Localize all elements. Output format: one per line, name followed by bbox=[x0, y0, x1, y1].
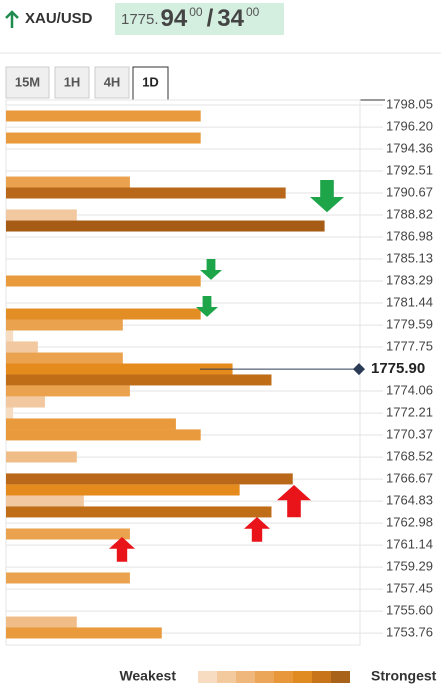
tab[interactable] bbox=[5, 66, 50, 99]
big-figure: 1775. bbox=[121, 11, 159, 28]
ask-pips: 00 bbox=[246, 5, 260, 19]
y-tick-label: 1786.98 bbox=[386, 228, 433, 243]
y-tick-label: 1796.20 bbox=[386, 119, 433, 134]
legend-swatch bbox=[198, 671, 217, 683]
legend-swatch bbox=[255, 671, 274, 683]
signal-arrows bbox=[108, 180, 345, 562]
bid-pips: 00 bbox=[189, 5, 203, 19]
bars: 1775.90 bbox=[6, 110, 425, 639]
y-tick-label: 1788.82 bbox=[386, 206, 433, 221]
y-tick-label: 1770.37 bbox=[386, 426, 433, 441]
y-tick-label: 1761.14 bbox=[386, 537, 433, 552]
bar bbox=[6, 385, 130, 397]
current-price-label: 1775.90 bbox=[371, 360, 425, 377]
bar bbox=[6, 528, 130, 540]
symbol: XAU/USD bbox=[25, 10, 93, 27]
y-tick-label: 1764.83 bbox=[386, 493, 433, 508]
legend: Weakest Strongest bbox=[119, 668, 436, 684]
y-tick-label: 1785.13 bbox=[386, 250, 433, 265]
bar bbox=[6, 352, 123, 364]
quote-box bbox=[115, 3, 284, 35]
legend-weak-label: Weakest bbox=[119, 668, 176, 684]
down-arrow bbox=[200, 259, 223, 280]
tab-label[interactable]: 1D bbox=[142, 74, 159, 89]
bar bbox=[6, 627, 162, 639]
y-tick-label: 1768.52 bbox=[386, 449, 433, 464]
bar bbox=[6, 484, 240, 496]
bar bbox=[6, 363, 233, 375]
y-tick-label: 1759.29 bbox=[386, 559, 433, 574]
quote: 1775.94 00/34 00 bbox=[121, 5, 260, 32]
bar bbox=[6, 495, 84, 507]
bar bbox=[6, 176, 130, 188]
bar bbox=[6, 341, 38, 353]
legend-strong-label: Strongest bbox=[371, 668, 437, 684]
bar bbox=[6, 473, 293, 485]
bar bbox=[6, 396, 45, 408]
y-tick-label: 1772.21 bbox=[386, 405, 433, 420]
bar bbox=[6, 110, 201, 122]
bar bbox=[6, 506, 272, 518]
bar bbox=[6, 407, 14, 419]
y-tick-label: 1792.51 bbox=[386, 162, 433, 177]
ask: 34 bbox=[217, 5, 244, 32]
legend-swatch bbox=[331, 671, 350, 683]
tab[interactable] bbox=[94, 66, 130, 99]
bar bbox=[6, 451, 77, 463]
y-tick-label: 1779.59 bbox=[386, 317, 433, 332]
up-arrow bbox=[108, 537, 135, 562]
bar bbox=[6, 418, 176, 430]
y-tick-label: 1774.06 bbox=[386, 382, 433, 397]
y-tick-label: 1762.98 bbox=[386, 515, 433, 530]
tab[interactable] bbox=[132, 66, 169, 101]
y-tick-label: 1794.36 bbox=[386, 140, 433, 155]
up-arrow-icon bbox=[5, 10, 19, 28]
bar bbox=[6, 275, 201, 287]
tab-label[interactable]: 1H bbox=[64, 74, 81, 89]
bar bbox=[6, 374, 272, 386]
tabs: 15M 1H 4H 1D bbox=[5, 66, 169, 101]
y-tick-label: 1777.75 bbox=[386, 338, 433, 353]
bar bbox=[6, 132, 201, 144]
current-price-marker bbox=[353, 363, 365, 376]
y-tick-label: 1781.44 bbox=[386, 294, 433, 309]
bar bbox=[6, 220, 325, 232]
y-tick-label: 1753.76 bbox=[386, 625, 433, 640]
y-tick-label: 1783.29 bbox=[386, 272, 433, 287]
y-tick-label: 1755.60 bbox=[386, 603, 433, 618]
bar bbox=[6, 429, 201, 441]
bar bbox=[6, 319, 123, 331]
bar bbox=[6, 616, 77, 628]
down-arrow bbox=[310, 180, 345, 213]
bar bbox=[6, 209, 77, 221]
tab-label[interactable]: 4H bbox=[104, 74, 121, 89]
bid: 94 bbox=[161, 5, 188, 32]
legend-swatch bbox=[312, 671, 331, 683]
up-arrow bbox=[244, 517, 270, 542]
y-tick-label: 1798.05 bbox=[386, 96, 433, 111]
bar bbox=[6, 572, 130, 584]
y-tick-label: 1766.67 bbox=[386, 471, 433, 486]
separator: / bbox=[207, 5, 214, 32]
bar bbox=[6, 308, 201, 320]
tab[interactable] bbox=[54, 66, 90, 99]
y-tick-label: 1757.45 bbox=[386, 581, 433, 596]
legend-swatch bbox=[217, 671, 236, 683]
y-tick-label: 1790.67 bbox=[386, 184, 433, 199]
tab-label[interactable]: 15M bbox=[15, 74, 40, 89]
bar bbox=[6, 330, 14, 342]
up-arrow bbox=[276, 485, 311, 518]
legend-swatch bbox=[293, 671, 312, 683]
bar bbox=[6, 187, 286, 199]
legend-swatch bbox=[274, 671, 293, 683]
legend-swatch bbox=[236, 671, 255, 683]
down-arrow bbox=[196, 296, 219, 317]
